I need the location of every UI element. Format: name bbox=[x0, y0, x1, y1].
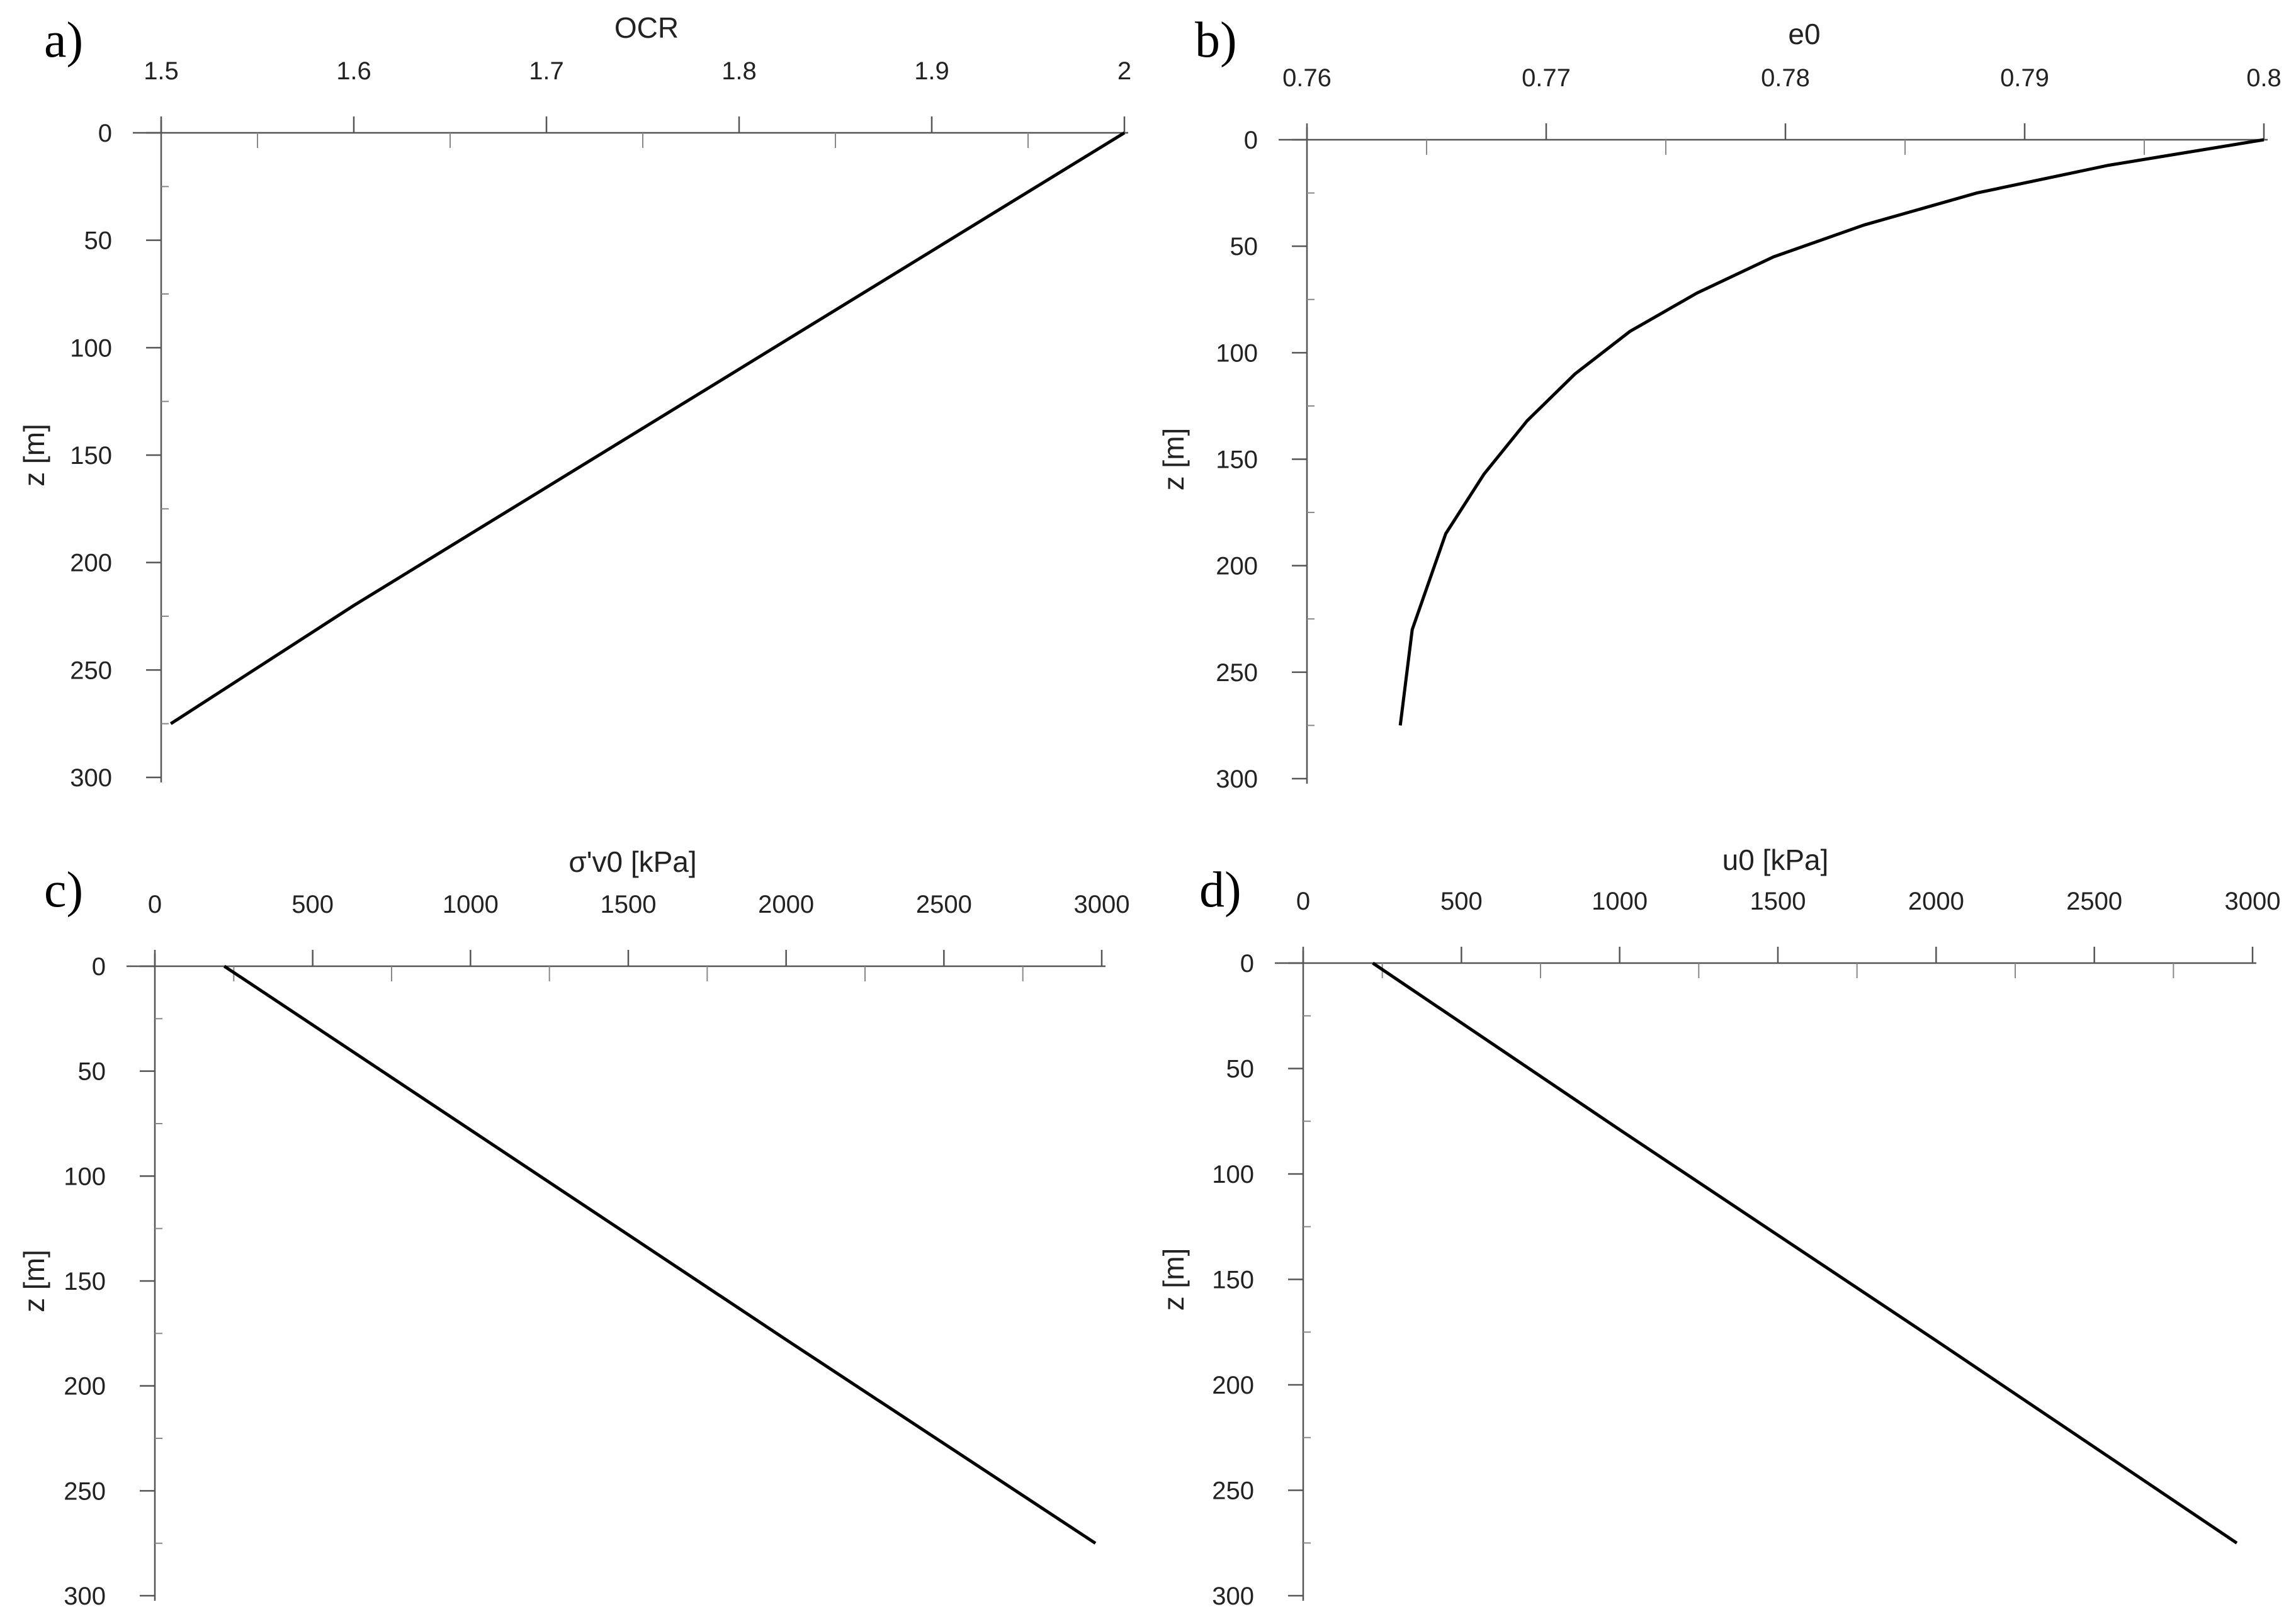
x-tick-label: 0.78 bbox=[1761, 64, 1810, 92]
x-tick-label: 2500 bbox=[916, 891, 972, 918]
y-tick-label: 250 bbox=[70, 657, 112, 684]
chart-panel: a) OCR z [m] 1.5 1.6 1.7 1.8 1.9 2 0 50 100 150 200 25… bbox=[18, 11, 1131, 792]
x-tick-label: 2000 bbox=[758, 891, 814, 918]
y-tick-label: 0 bbox=[92, 953, 106, 981]
panel-letter: d) bbox=[1199, 862, 1241, 918]
x-tick-label: 3000 bbox=[2225, 888, 2281, 915]
y-tick-label: 200 bbox=[70, 550, 112, 577]
x-tick-label: 1500 bbox=[601, 891, 657, 918]
x-tick-label: 1.8 bbox=[721, 57, 757, 85]
x-tick-label: 500 bbox=[1440, 888, 1483, 915]
y-tick-label: 300 bbox=[70, 764, 112, 792]
y-tick-label: 50 bbox=[1230, 233, 1258, 261]
y-tick-label: 0 bbox=[1240, 950, 1254, 978]
x-tick-label: 1500 bbox=[1750, 888, 1806, 915]
y-tick-label: 150 bbox=[64, 1268, 106, 1295]
y-tick-label: 250 bbox=[1216, 659, 1258, 687]
y-tick-label: 50 bbox=[78, 1058, 106, 1086]
data-series-line bbox=[223, 964, 1097, 1545]
y-tick-label: 200 bbox=[1212, 1372, 1254, 1399]
x-tick-label: 500 bbox=[291, 891, 334, 918]
panel-letter: c) bbox=[44, 862, 83, 918]
data-series-line bbox=[169, 131, 1126, 725]
y-tick-label: 200 bbox=[64, 1373, 106, 1401]
x-tick-label: 2500 bbox=[2066, 888, 2122, 915]
chart-panel: c)σ'v0 [kPa]z [m]0 500 1000 1500 2000 2500 300… bbox=[18, 845, 1129, 1610]
data-series-line bbox=[1372, 961, 2238, 1545]
panel-letter: b) bbox=[1195, 13, 1237, 68]
y-tick-label: 100 bbox=[70, 334, 112, 362]
y-tick-label: 300 bbox=[1216, 765, 1258, 793]
x-tick-label: 0 bbox=[1296, 888, 1310, 915]
y-tick-label: 250 bbox=[1212, 1477, 1254, 1505]
y-tick-label: 50 bbox=[84, 227, 113, 255]
x-tick-label: 0.77 bbox=[1522, 64, 1571, 92]
x-tick-label: 0.79 bbox=[2000, 64, 2049, 92]
x-tick-label: 1.9 bbox=[914, 57, 949, 85]
y-tick-label: 300 bbox=[1212, 1582, 1254, 1610]
x-tick-label: 1.6 bbox=[336, 57, 371, 85]
y-tick-label: 150 bbox=[1212, 1266, 1254, 1294]
y-tick-label: 250 bbox=[64, 1477, 106, 1505]
x-tick-label: 1000 bbox=[1592, 888, 1648, 915]
y-tick-label: 0 bbox=[98, 120, 112, 147]
y-tick-label: 100 bbox=[1216, 339, 1258, 367]
chart-panel: b) e0 z [m] 0.76 0.77 0.78 0.79 0.8 0 50 100 150 200… bbox=[1157, 13, 2282, 793]
x-tick-label: 0.8 bbox=[2246, 64, 2282, 92]
x-axis-title: OCR bbox=[614, 11, 679, 44]
y-tick-label: 150 bbox=[70, 442, 112, 470]
y-tick-label: 0 bbox=[1244, 127, 1258, 154]
y-tick-label: 100 bbox=[1212, 1161, 1254, 1188]
y-axis-title: z [m] bbox=[18, 424, 50, 487]
panel-letter: a) bbox=[44, 13, 83, 68]
x-axis-title: σ'v0 [kPa] bbox=[568, 845, 696, 878]
y-tick-label: 200 bbox=[1216, 553, 1258, 580]
y-axis-title: z [m] bbox=[1157, 428, 1190, 491]
x-tick-label: 1000 bbox=[443, 891, 499, 918]
x-tick-label: 2 bbox=[1117, 57, 1131, 85]
x-axis-title: u0 [kPa] bbox=[1722, 843, 1829, 876]
y-tick-label: 50 bbox=[1226, 1056, 1255, 1083]
x-tick-label: 1.7 bbox=[529, 57, 564, 85]
y-tick-label: 300 bbox=[64, 1582, 106, 1610]
x-tick-label: 3000 bbox=[1074, 891, 1130, 918]
y-tick-label: 100 bbox=[64, 1163, 106, 1190]
y-axis-title: z [m] bbox=[1157, 1248, 1190, 1311]
x-axis-title: e0 bbox=[1788, 18, 1820, 50]
x-tick-label: 0.76 bbox=[1282, 64, 1332, 92]
y-tick-label: 150 bbox=[1216, 446, 1258, 474]
x-tick-label: 0 bbox=[148, 891, 162, 918]
x-tick-label: 2000 bbox=[1908, 888, 1964, 915]
data-series-line bbox=[1398, 138, 2265, 726]
chart-panel: d) u0 [kPa] z [m] 0 500 1000 1500 2000 2500 3000 0… bbox=[1157, 843, 2280, 1610]
y-axis-title: z [m] bbox=[18, 1250, 50, 1312]
x-tick-label: 1.5 bbox=[144, 57, 179, 85]
